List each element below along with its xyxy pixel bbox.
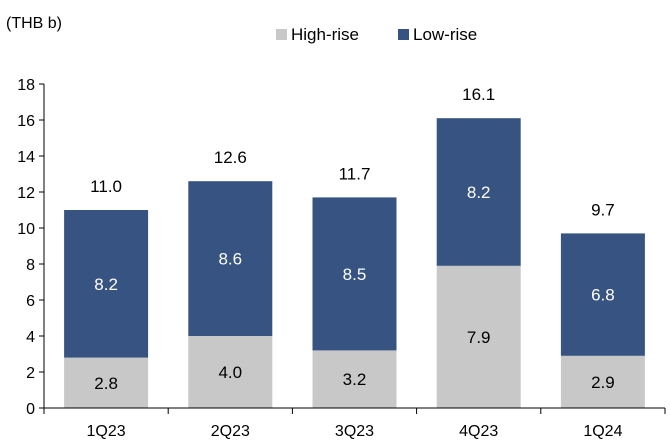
bar-segment-low-rise (188, 181, 273, 336)
category-label: 4Q23 (459, 423, 498, 440)
segment-value-label: 7.9 (467, 328, 491, 347)
y-tick-label: 14 (17, 149, 35, 166)
y-tick-label: 18 (17, 77, 35, 94)
bar-segment-high-rise (312, 350, 397, 408)
bar-segment-high-rise (64, 357, 149, 408)
category-label: 1Q24 (583, 423, 622, 440)
y-tick-label: 10 (17, 221, 35, 238)
legend-swatch-high-rise (276, 29, 287, 40)
segment-value-label: 8.5 (343, 265, 367, 284)
category-label: 2Q23 (211, 423, 250, 440)
segment-value-label: 2.9 (591, 373, 615, 392)
category-label: 3Q23 (335, 423, 374, 440)
category-label: 1Q23 (87, 423, 126, 440)
bar-segment-high-rise (436, 265, 521, 408)
bar-segment-low-rise (64, 210, 149, 358)
x-axis: 1Q23 2Q23 3Q23 4Q23 1Q24 (43, 407, 666, 440)
y-tick-label: 16 (17, 113, 35, 130)
segment-value-label: 6.8 (591, 286, 615, 305)
y-axis: 0 2 4 6 8 10 12 14 16 18 (17, 77, 45, 418)
bars: 2.8 8.2 11.0 4.0 8.6 12.6 3.2 8.5 11.7 7.9 8.2 16.1… (64, 85, 645, 408)
total-value-label: 16.1 (462, 85, 495, 104)
total-value-label: 12.6 (214, 148, 247, 167)
y-tick-label: 2 (26, 365, 35, 382)
y-tick-label: 4 (26, 329, 35, 346)
bar-segment-low-rise (436, 118, 521, 266)
legend-label: Low-rise (413, 25, 477, 44)
y-tick-label: 12 (17, 185, 35, 202)
segment-value-label: 8.2 (467, 183, 491, 202)
segment-value-label: 8.2 (94, 275, 118, 294)
bar-segment-low-rise (312, 197, 397, 351)
segment-value-label: 8.6 (218, 250, 242, 269)
bar-segment-high-rise (560, 355, 645, 408)
segment-value-label: 2.8 (94, 374, 118, 393)
total-value-label: 9.7 (591, 200, 615, 219)
segment-value-label: 3.2 (343, 370, 367, 389)
legend-swatch-low-rise (398, 29, 409, 40)
y-tick-label: 0 (26, 401, 35, 418)
bar-segment-high-rise (188, 336, 273, 408)
legend-label: High-rise (291, 25, 359, 44)
bar-segment-low-rise (560, 233, 645, 356)
total-value-label: 11.7 (339, 164, 371, 183)
segment-value-label: 4.0 (218, 363, 242, 382)
y-tick-label: 6 (26, 293, 35, 310)
legend: High-rise Low-rise (276, 25, 477, 44)
total-value-label: 11.0 (90, 177, 122, 196)
y-tick-label: 8 (26, 257, 35, 274)
unit-label: (THB b) (6, 15, 62, 32)
